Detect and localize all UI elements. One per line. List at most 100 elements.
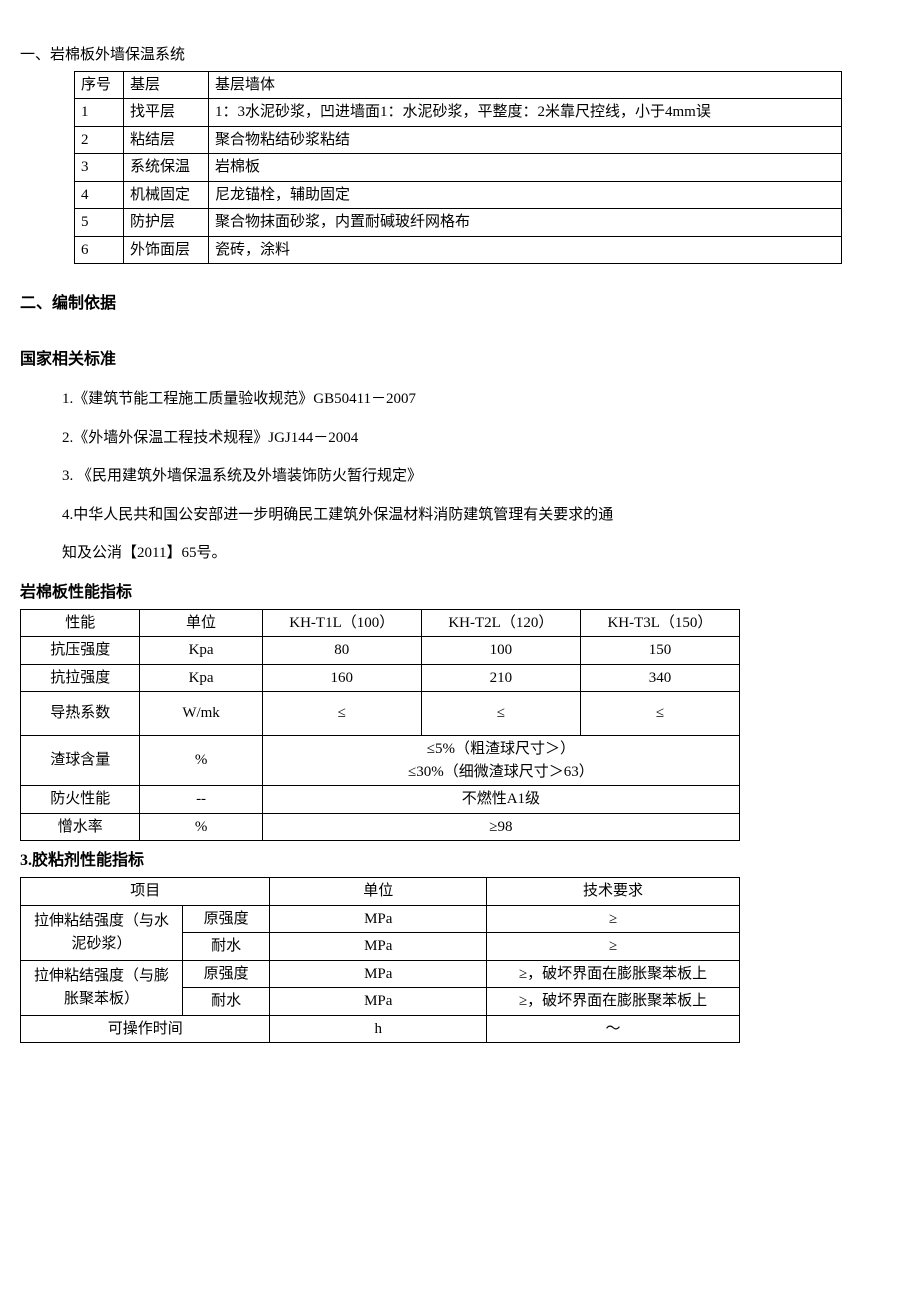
cell-unit: -- [140,786,262,814]
cell-unit: MPa [270,905,487,933]
cell-desc: 尼龙锚栓，辅助固定 [209,181,842,209]
cell-unit: Kpa [140,664,262,692]
cell-group-eps: 拉伸粘结强度（与膨胀聚苯板） [21,960,183,1015]
col-unit: 单位 [140,609,262,637]
col-unit: 单位 [270,878,487,906]
table-row: 拉伸粘结强度（与水泥砂浆） 原强度 MPa ≥ [21,905,740,933]
cell-layer: 外饰面层 [124,236,209,264]
section2-title: 二、编制依据 [20,292,900,316]
col-layer: 基层 [124,71,209,99]
cell-group-cement: 拉伸粘结强度（与水泥砂浆） [21,905,183,960]
cell-unit: W/mk [140,692,262,736]
performance-table: 性能 单位 KH-T1L（100） KH-T2L（120） KH-T3L（150… [20,609,740,842]
col-desc: 基层墙体 [209,71,842,99]
cell-sub: 原强度 [182,905,269,933]
standard-item-4a: 4.中华人民共和国公安部进一步明确民工建筑外保温材料消防建筑管理有关要求的通 [62,504,900,527]
cell-v2: 100 [421,637,580,665]
col-req: 技术要求 [487,878,740,906]
cell-unit: % [140,736,262,786]
standard-item-1: 1.《建筑节能工程施工质量验收规范》GB50411－2007 [62,388,900,411]
cell-req: ≥，破坏界面在膨胀聚苯板上 [487,988,740,1016]
cell-seq: 5 [75,209,124,237]
table-row: 6 外饰面层 瓷砖，涂料 [75,236,842,264]
cell-v1: 80 [262,637,421,665]
cell-name: 防火性能 [21,786,140,814]
cell-name: 导热系数 [21,692,140,736]
cell-unit: MPa [270,988,487,1016]
table-row: 5 防护层 聚合物抹面砂浆，内置耐碱玻纤网格布 [75,209,842,237]
cell-req: ～ [487,1015,740,1043]
section1-title: 一、岩棉板外墙保温系统 [20,44,900,67]
table-row: 3 系统保温 岩棉板 [75,154,842,182]
table-row: 4 机械固定 尼龙锚栓，辅助固定 [75,181,842,209]
cell-fire-merged: 不燃性A1级 [262,786,739,814]
cell-req: ≥ [487,905,740,933]
cell-unit: h [270,1015,487,1043]
cell-v2: ≤ [421,692,580,736]
cell-name: 渣球含量 [21,736,140,786]
glue-title: 3.胶粘剂性能指标 [20,849,900,873]
cell-sub: 耐水 [182,988,269,1016]
col-item: 项目 [21,878,270,906]
standard-item-3: 3. 《民用建筑外墙保温系统及外墙装饰防火暂行规定》 [62,465,900,488]
col-kh3: KH-T3L（150） [580,609,739,637]
table-row: 2 粘结层 聚合物粘结砂浆粘结 [75,126,842,154]
table-row: 可操作时间 h ～ [21,1015,740,1043]
standards-list: 1.《建筑节能工程施工质量验收规范》GB50411－2007 2.《外墙外保温工… [62,388,900,565]
cell-operable-time: 可操作时间 [21,1015,270,1043]
cell-desc: 岩棉板 [209,154,842,182]
cell-v3: 340 [580,664,739,692]
cell-layer: 防护层 [124,209,209,237]
cell-unit: MPa [270,933,487,961]
table-row: 抗拉强度 Kpa 160 210 340 [21,664,740,692]
cell-desc: 瓷砖，涂料 [209,236,842,264]
cell-layer: 粘结层 [124,126,209,154]
cell-layer: 机械固定 [124,181,209,209]
col-perf: 性能 [21,609,140,637]
cell-unit: MPa [270,960,487,988]
cell-v1: ≤ [262,692,421,736]
cell-seq: 2 [75,126,124,154]
cell-name: 抗压强度 [21,637,140,665]
standard-item-2: 2.《外墙外保温工程技术规程》JGJ144－2004 [62,427,900,450]
cell-req: ≥ [487,933,740,961]
table-row: 拉伸粘结强度（与膨胀聚苯板） 原强度 MPa ≥，破坏界面在膨胀聚苯板上 [21,960,740,988]
perf-title: 岩棉板性能指标 [20,581,900,605]
table-row-fire: 防火性能 -- 不燃性A1级 [21,786,740,814]
table-row: 抗压强度 Kpa 80 100 150 [21,637,740,665]
cell-desc: 1：3水泥砂浆，凹进墙面1：水泥砂浆，平整度：2米靠尺控线，小于4mm误 [209,99,842,127]
cell-layer: 系统保温 [124,154,209,182]
col-kh1: KH-T1L（100） [262,609,421,637]
section2-sub1: 国家相关标准 [20,348,900,372]
cell-seq: 1 [75,99,124,127]
cell-slag-merged: ≤5%（粗渣球尺寸＞） ≤30%（细微渣球尺寸＞63） [262,736,739,786]
table-header-row: 性能 单位 KH-T1L（100） KH-T2L（120） KH-T3L（150… [21,609,740,637]
table-header-row: 序号 基层 基层墙体 [75,71,842,99]
cell-unit: Kpa [140,637,262,665]
cell-sub: 原强度 [182,960,269,988]
cell-seq: 4 [75,181,124,209]
cell-name: 抗拉强度 [21,664,140,692]
col-seq: 序号 [75,71,124,99]
standard-item-4b: 知及公消【2011】65号。 [62,542,900,565]
cell-req: ≥，破坏界面在膨胀聚苯板上 [487,960,740,988]
table-row: 导热系数 W/mk ≤ ≤ ≤ [21,692,740,736]
cell-v1: 160 [262,664,421,692]
slag-line2: ≤30%（细微渣球尺寸＞63） [408,764,594,780]
slag-line1: ≤5%（粗渣球尺寸＞） [427,741,575,757]
glue-table: 项目 单位 技术要求 拉伸粘结强度（与水泥砂浆） 原强度 MPa ≥ 耐水 MP… [20,877,740,1043]
cell-sub: 耐水 [182,933,269,961]
table-row: 1 找平层 1：3水泥砂浆，凹进墙面1：水泥砂浆，平整度：2米靠尺控线，小于4m… [75,99,842,127]
system-table: 序号 基层 基层墙体 1 找平层 1：3水泥砂浆，凹进墙面1：水泥砂浆，平整度：… [74,71,842,265]
cell-seq: 3 [75,154,124,182]
cell-layer: 找平层 [124,99,209,127]
col-kh2: KH-T2L（120） [421,609,580,637]
cell-desc: 聚合物粘结砂浆粘结 [209,126,842,154]
cell-unit: % [140,813,262,841]
table-row-slag: 渣球含量 % ≤5%（粗渣球尺寸＞） ≤30%（细微渣球尺寸＞63） [21,736,740,786]
cell-name: 憎水率 [21,813,140,841]
cell-v3: ≤ [580,692,739,736]
cell-v3: 150 [580,637,739,665]
table-row-water: 憎水率 % ≥98 [21,813,740,841]
cell-seq: 6 [75,236,124,264]
